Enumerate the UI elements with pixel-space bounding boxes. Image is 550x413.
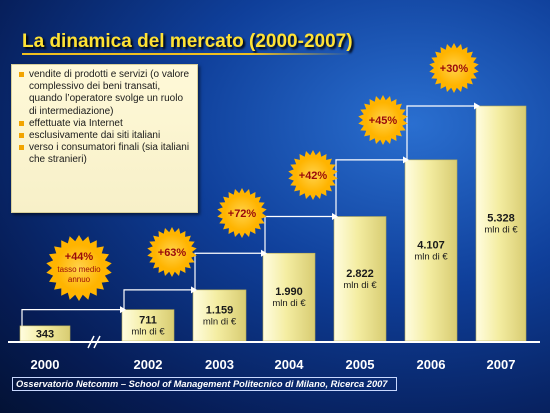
title-underline (22, 53, 350, 55)
page-title: La dinamica del mercato (2000-2007) (22, 31, 353, 52)
growth-label: +44% (65, 251, 94, 263)
arrow-head (403, 156, 409, 164)
growth-label: tasso medio (57, 265, 101, 274)
bar-value-label: mln di € (414, 251, 448, 262)
growth-arrow (21, 309, 120, 326)
growth-arrow (335, 159, 403, 217)
bar (262, 252, 316, 342)
bar-value-label: mln di € (131, 327, 165, 338)
arrow-head (332, 213, 338, 221)
bar-value-label: 2.822 (346, 268, 374, 280)
bar-value-label: 5.328 (487, 213, 515, 225)
bar-value-label: 343 (36, 328, 54, 340)
bar-value-label: 4.107 (417, 239, 445, 251)
x-tick-label: 2006 (417, 357, 446, 372)
growth-arrow (194, 252, 261, 290)
growth-starburst (147, 227, 197, 277)
x-tick-label: 2004 (275, 357, 305, 372)
bar-value-label: 1.990 (275, 286, 303, 298)
growth-starburst (46, 235, 112, 301)
axis-break-mark (87, 335, 95, 349)
bar-value-label: mln di € (343, 280, 377, 291)
growth-starburst (429, 43, 479, 93)
growth-starburst (217, 188, 267, 238)
definition-item: effettuate via Internet (18, 118, 192, 130)
bar-value-label: 1.159 (206, 304, 234, 316)
growth-arrow (123, 289, 191, 310)
growth-label: +45% (369, 115, 398, 127)
x-tick-label: 2000 (31, 357, 60, 372)
x-tick-label: 2007 (487, 357, 516, 372)
growth-arrow (264, 215, 332, 254)
x-axis: 2000 2002 2003 2004 2005 2006 2007 (8, 335, 540, 372)
bar (333, 216, 387, 342)
bar-value-label: mln di € (272, 298, 306, 309)
growth-label: +30% (440, 63, 469, 75)
arrow-head (474, 102, 480, 110)
definition-item: verso i consumatori finali (sia italiani… (18, 142, 192, 166)
growth-label: +63% (158, 247, 187, 259)
bar (475, 105, 527, 342)
growth-label: +72% (228, 208, 257, 220)
growth-label: annuo (68, 275, 91, 284)
arrow-head (191, 286, 197, 294)
x-tick-label: 2002 (134, 357, 163, 372)
x-tick-label: 2005 (346, 357, 375, 372)
definition-item: esclusivamente dai siti italiani (18, 130, 192, 142)
arrow-head (120, 306, 126, 314)
bar-value-label: 711 (139, 315, 157, 327)
bar (192, 289, 247, 342)
definition-item: vendite di prodotti e servizi (o valore … (18, 69, 192, 118)
definition-box: vendite di prodotti e servizi (o valore … (11, 64, 198, 213)
bar-value-label: mln di € (203, 316, 237, 327)
growth-arrow (406, 105, 474, 160)
bar (121, 309, 175, 342)
bar-value-label: mln di € (484, 225, 518, 236)
growth-starburst (288, 150, 338, 200)
arrow-head (261, 249, 267, 257)
source-footer: Osservatorio Netcomm – School of Managem… (12, 377, 397, 391)
axis-break-mark (93, 335, 101, 349)
growth-starburst (358, 95, 408, 145)
x-tick-label: 2003 (205, 357, 234, 372)
arrows-layer (21, 102, 480, 326)
bar (404, 159, 458, 342)
growth-label: +42% (299, 170, 328, 182)
